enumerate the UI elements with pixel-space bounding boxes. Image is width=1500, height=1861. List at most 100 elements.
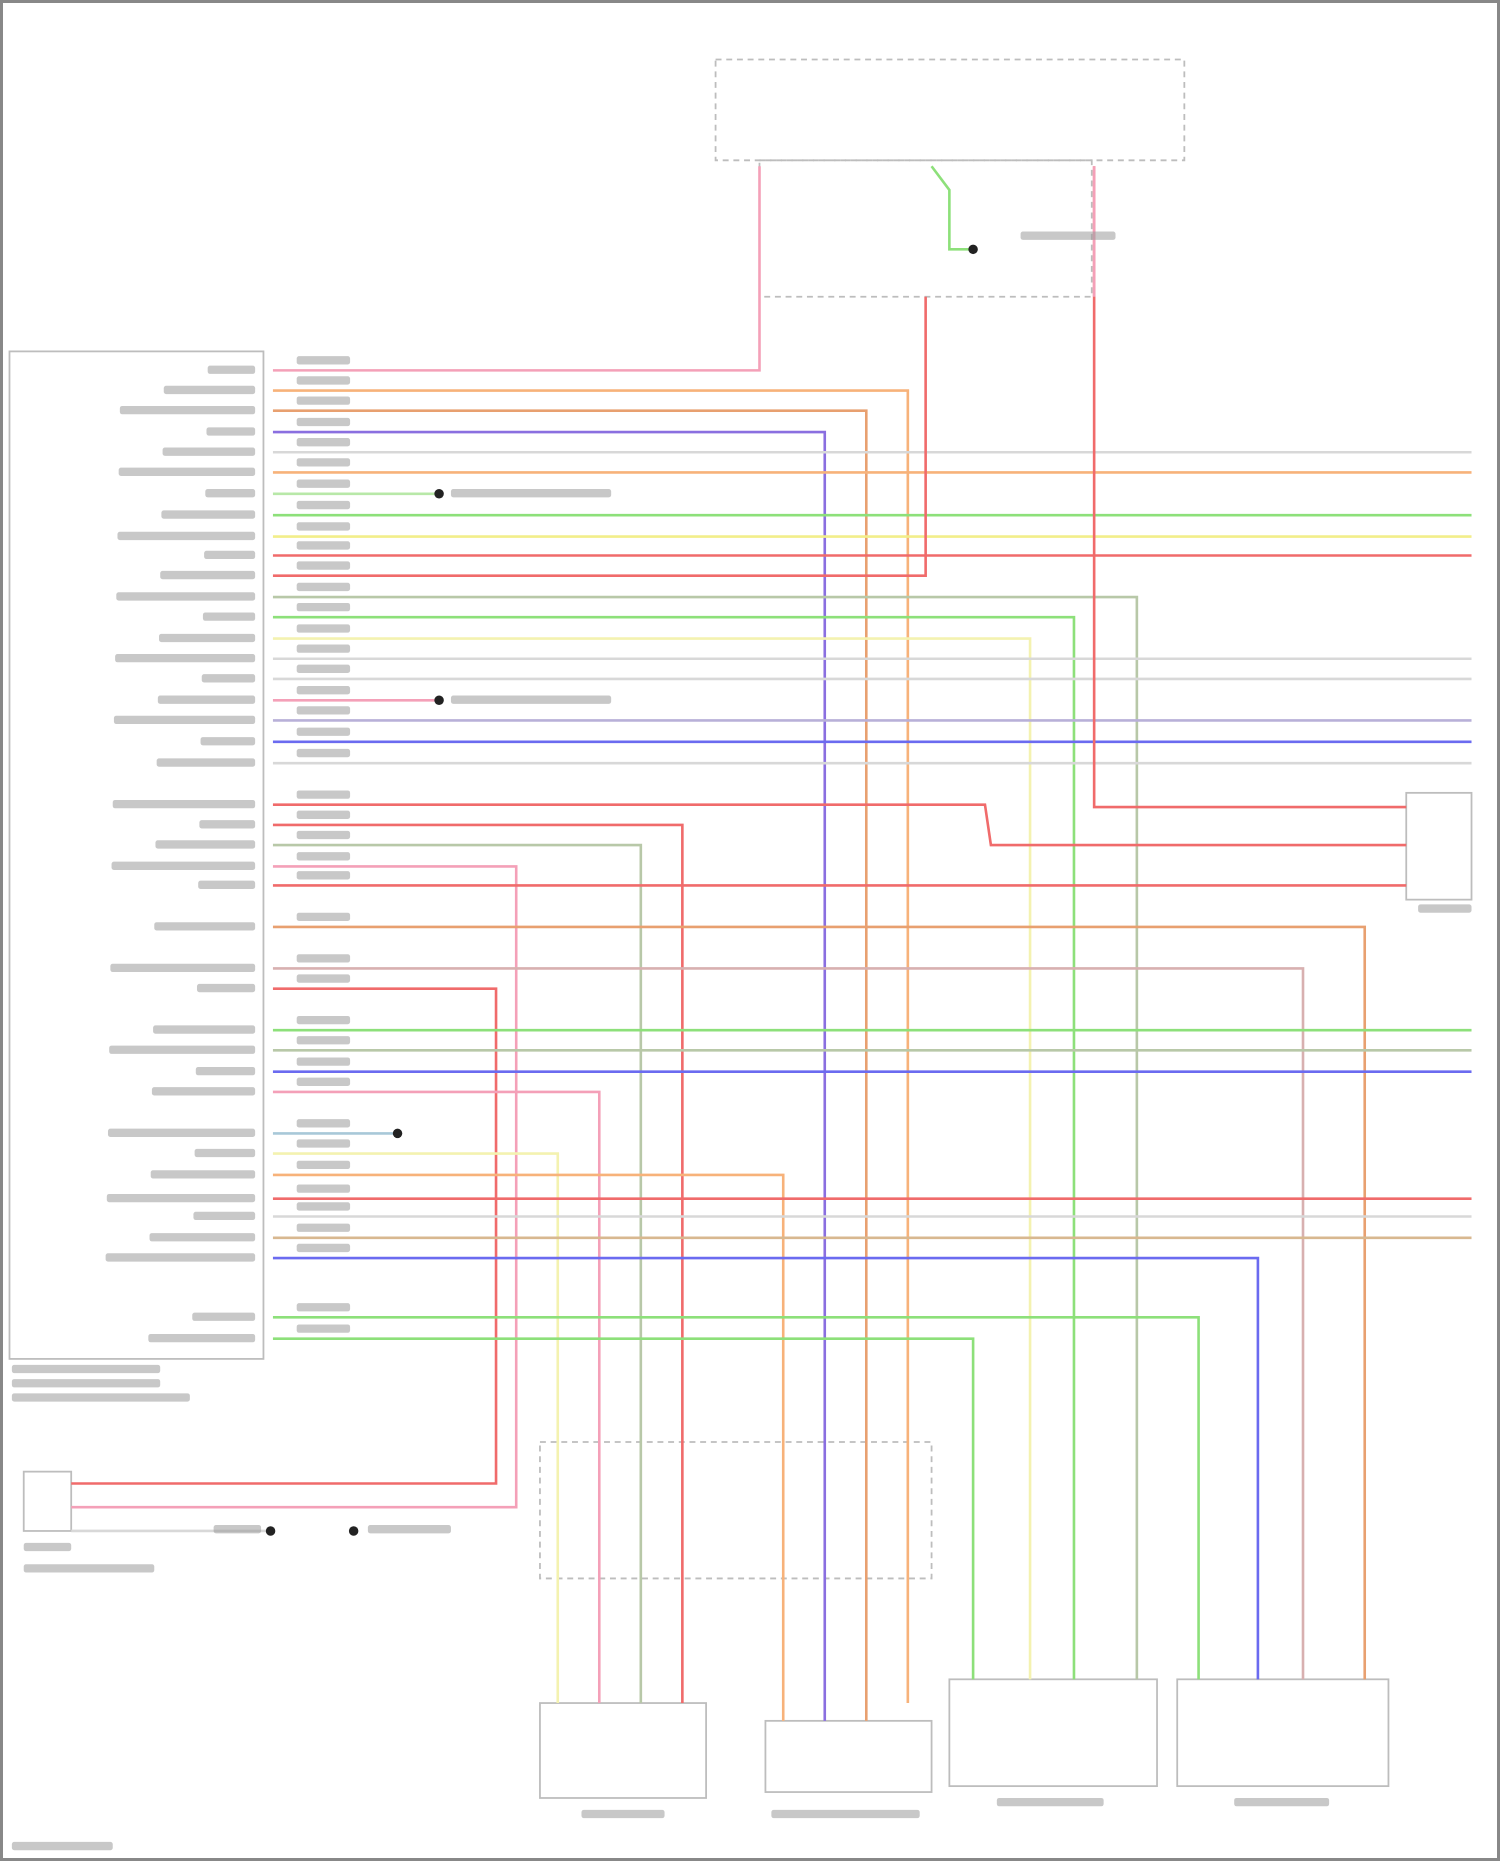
label <box>1418 904 1472 913</box>
label <box>450 489 612 498</box>
pin-function-label <box>111 861 256 870</box>
pin-function-label <box>105 1253 256 1262</box>
wire-color-label <box>296 479 351 488</box>
splice-dot <box>434 489 444 499</box>
wire-color-label <box>296 810 351 819</box>
wire-color-label <box>296 624 351 633</box>
label <box>23 1564 155 1573</box>
splices <box>265 244 978 1536</box>
splice-dot <box>434 695 444 706</box>
pin-function-label <box>106 1193 256 1203</box>
wire-color-label <box>296 1139 351 1148</box>
wire-color-label <box>296 522 351 531</box>
wires <box>71 165 1472 1721</box>
wire-color-label <box>296 1036 351 1045</box>
wire-grey_green <box>272 843 643 1704</box>
wire-color-label <box>296 974 351 983</box>
label <box>581 1809 665 1819</box>
pin-function-label <box>148 1333 256 1343</box>
pin-function-label <box>116 592 256 601</box>
wire-dark_orange <box>272 925 1367 1680</box>
splice-dot <box>348 1526 359 1536</box>
wire-color-label <box>296 1223 351 1232</box>
wire-color-label <box>296 1184 351 1193</box>
main-connector <box>8 350 265 1360</box>
pin-function-label <box>154 922 256 931</box>
pin-function-label <box>195 1066 256 1076</box>
bottom-left-connector <box>22 1470 73 1532</box>
pin-function-label <box>149 1233 256 1242</box>
pin-function-label <box>157 695 256 704</box>
wire-color-label <box>296 954 351 963</box>
wire-red <box>1092 166 1407 809</box>
wire-green <box>272 615 1076 1680</box>
pin-function-label <box>198 880 256 889</box>
pin-function-label <box>205 489 256 498</box>
wire-color-label <box>296 1202 351 1211</box>
wire-color-label <box>296 706 351 715</box>
wire-color-label <box>296 790 351 799</box>
pin-function-label <box>162 447 256 456</box>
pin-function-label <box>194 1148 256 1158</box>
label <box>213 1525 262 1534</box>
label <box>11 1841 113 1851</box>
inline-connector <box>539 1441 933 1580</box>
wire-color-label <box>296 1057 351 1066</box>
wire-pink <box>272 1090 601 1704</box>
label <box>367 1525 451 1534</box>
components <box>8 58 1473 1799</box>
label <box>11 1364 161 1374</box>
wire-red <box>272 296 927 577</box>
wire-color-label <box>296 417 351 427</box>
label <box>996 1797 1104 1807</box>
fuse-shield <box>758 159 1093 298</box>
pin-function-label <box>204 550 256 560</box>
pin-function-label <box>117 531 256 541</box>
wire-light_yellow <box>272 1152 560 1704</box>
label <box>23 1542 72 1552</box>
wire-color-label <box>296 830 351 840</box>
pin-function-label <box>160 570 256 580</box>
pin-function-label <box>118 467 256 476</box>
wire-color-label <box>296 1077 351 1086</box>
wire-pink <box>71 865 518 1509</box>
seat-connector-1 <box>539 1702 707 1799</box>
splice-dot <box>392 1128 403 1139</box>
wire-red <box>272 823 684 1704</box>
wire-red <box>272 803 1407 847</box>
pin-function-label <box>115 653 256 663</box>
pin-function-label <box>109 1045 256 1054</box>
wire-green <box>272 1337 975 1680</box>
pin-function-label <box>107 1128 256 1137</box>
label <box>1020 231 1116 240</box>
pin-function-label <box>113 715 256 725</box>
label <box>11 1393 190 1402</box>
wire-color-label <box>296 871 351 880</box>
pin-function-label <box>119 405 256 415</box>
wire-color-label <box>296 1303 351 1312</box>
wire-purple <box>272 430 827 1721</box>
pin-function-label <box>161 510 256 519</box>
pin-function-label <box>192 1312 256 1321</box>
wire-orange <box>272 1173 785 1721</box>
wire-color-label <box>296 686 351 695</box>
wire-grey_pink <box>272 967 1305 1680</box>
pin-function-label <box>156 758 256 767</box>
wire-color-label <box>296 582 351 592</box>
splice-dot <box>265 1526 276 1536</box>
pin-function-label <box>151 1087 256 1096</box>
wire-grey_green <box>272 595 1139 1680</box>
label <box>771 1809 920 1819</box>
wire-color-label <box>296 500 351 510</box>
wire-color-label <box>296 1015 351 1025</box>
wire-color-label <box>296 561 351 570</box>
wire-color-label <box>296 1324 351 1333</box>
wire-red <box>71 987 498 1485</box>
label <box>11 1379 161 1388</box>
wire-blue <box>272 1256 1260 1680</box>
right-connector <box>1405 791 1473 901</box>
splice-dot <box>968 244 978 255</box>
pin-function-label <box>199 820 256 829</box>
wire-green <box>272 1316 1200 1680</box>
